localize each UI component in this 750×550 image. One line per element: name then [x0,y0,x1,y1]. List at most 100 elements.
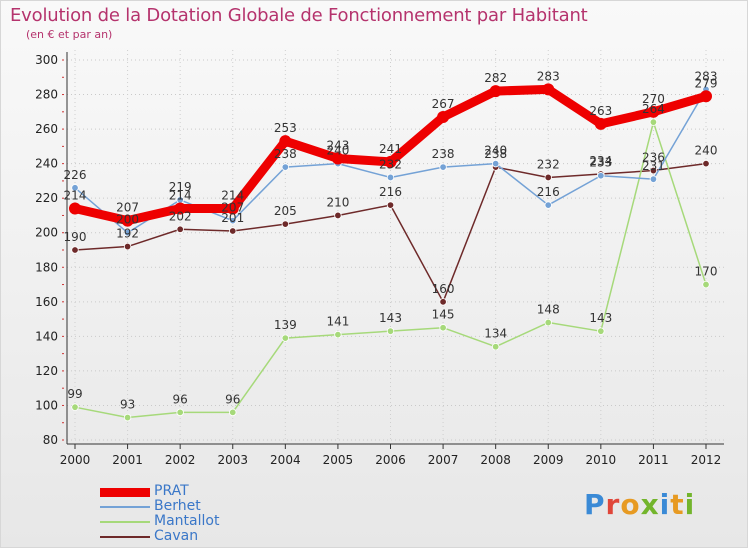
data-label-berhet: 219 [169,180,192,194]
data-point-mantallot [229,408,237,417]
data-point-cavan [281,220,290,228]
data-point-prat [384,155,397,168]
data-point-berhet [281,163,290,171]
data-label-cavan: 234 [589,154,612,168]
legend-label: PRAT [154,483,189,499]
data-point-prat [489,85,502,98]
data-point-berhet [439,163,447,171]
data-label-prat: 283 [537,69,560,83]
data-point-mantallot [439,324,447,332]
y-tick-label: 180 [35,260,58,274]
x-tick-label: 2008 [480,453,511,467]
data-point-cavan [439,298,447,306]
x-tick-label: 2012 [691,453,722,467]
x-tick-label: 2004 [270,453,301,467]
data-point-berhet [386,173,395,182]
data-label-mantallot: 139 [274,318,297,332]
y-tick-label: 220 [35,191,58,205]
data-label-cavan: 240 [695,144,718,158]
data-point-prat [121,214,134,227]
data-label-mantallot: 93 [120,398,135,412]
data-point-cavan [386,201,395,209]
data-label-cavan: 205 [274,204,297,218]
x-tick-label: 2007 [428,453,459,467]
data-point-berhet [597,172,605,180]
data-label-cavan: 238 [484,147,507,161]
data-label-cavan: 201 [221,211,244,225]
data-point-mantallot [702,280,710,289]
data-point-prat [174,202,187,215]
data-label-cavan: 202 [169,209,192,223]
data-label-berhet: 283 [695,69,718,83]
data-point-cavan [176,225,184,233]
logo-letter: i [659,488,671,521]
data-label-mantallot: 264 [642,102,665,116]
legend-label: Berhet [154,498,201,514]
data-label-mantallot: 134 [484,327,507,341]
y-tick-label: 300 [35,53,58,67]
data-label-berhet: 240 [484,144,507,158]
data-label-cavan: 216 [379,185,402,199]
x-tick-label: 2000 [60,453,91,467]
legend-item-prat: PRAT [100,484,300,499]
logo-letter: t [670,488,685,521]
logo-letter: r [605,488,621,521]
data-label-prat: 214 [64,189,87,203]
data-point-cavan [71,246,79,254]
data-label-mantallot: 170 [695,265,718,279]
data-point-mantallot [649,118,658,126]
data-label-mantallot: 96 [225,392,240,406]
data-label-mantallot: 148 [537,303,560,317]
data-point-berhet [229,216,237,225]
data-point-mantallot [71,403,79,411]
data-point-berhet [544,201,552,209]
data-point-prat [226,202,239,215]
legend-swatch-prat [100,487,150,497]
data-label-mantallot: 143 [589,311,612,325]
legend-swatch-mantallot [100,521,150,523]
x-tick-label: 2011 [638,453,669,467]
data-point-prat [542,83,555,96]
data-label-cavan: 232 [537,157,560,171]
data-label-berhet: 232 [379,157,402,171]
x-tick-label: 2009 [533,453,564,467]
x-tick-label: 2003 [217,453,248,467]
y-tick-label: 140 [35,329,58,343]
chart-title: Evolution de la Dotation Globale de Fonc… [10,5,588,26]
chart-subtitle: (en € et par an) [26,28,113,41]
y-tick-label: 80 [43,433,58,447]
proxiti-logo: Proxiti [584,488,695,521]
y-tick-label: 280 [35,88,58,102]
y-tick-label: 240 [35,157,58,171]
legend-swatch-cavan [100,536,150,538]
y-tick-label: 260 [35,122,58,136]
data-point-berhet [71,184,79,192]
data-label-mantallot: 99 [67,387,82,401]
data-point-prat [279,135,292,148]
data-label-mantallot: 141 [326,315,349,329]
legend-swatch-berhet [100,506,150,508]
x-tick-label: 2005 [323,453,354,467]
legend-label: Mantallot [154,513,220,529]
data-label-prat: 207 [116,201,139,215]
data-label-prat: 253 [274,121,297,135]
data-label-mantallot: 145 [432,308,455,322]
data-label-cavan: 160 [432,282,455,296]
data-label-cavan: 190 [64,230,87,244]
data-label-prat: 279 [695,76,718,90]
legend-item-mantallot: Mantallot [100,514,300,529]
data-label-cavan: 210 [326,195,349,209]
data-label-berhet: 207 [221,201,244,215]
legend-label: Cavan [154,528,199,544]
x-tick-label: 2010 [586,453,617,467]
data-label-prat: 214 [221,189,244,203]
data-label-prat: 270 [642,92,665,106]
data-point-cavan [544,173,552,182]
y-tick-label: 160 [35,295,58,309]
data-point-mantallot [281,334,290,342]
data-point-mantallot [176,408,184,417]
legend-item-berhet: Berhet [100,499,300,514]
data-point-mantallot [386,327,395,335]
data-label-cavan: 236 [642,151,665,165]
data-label-berhet: 238 [274,147,297,161]
